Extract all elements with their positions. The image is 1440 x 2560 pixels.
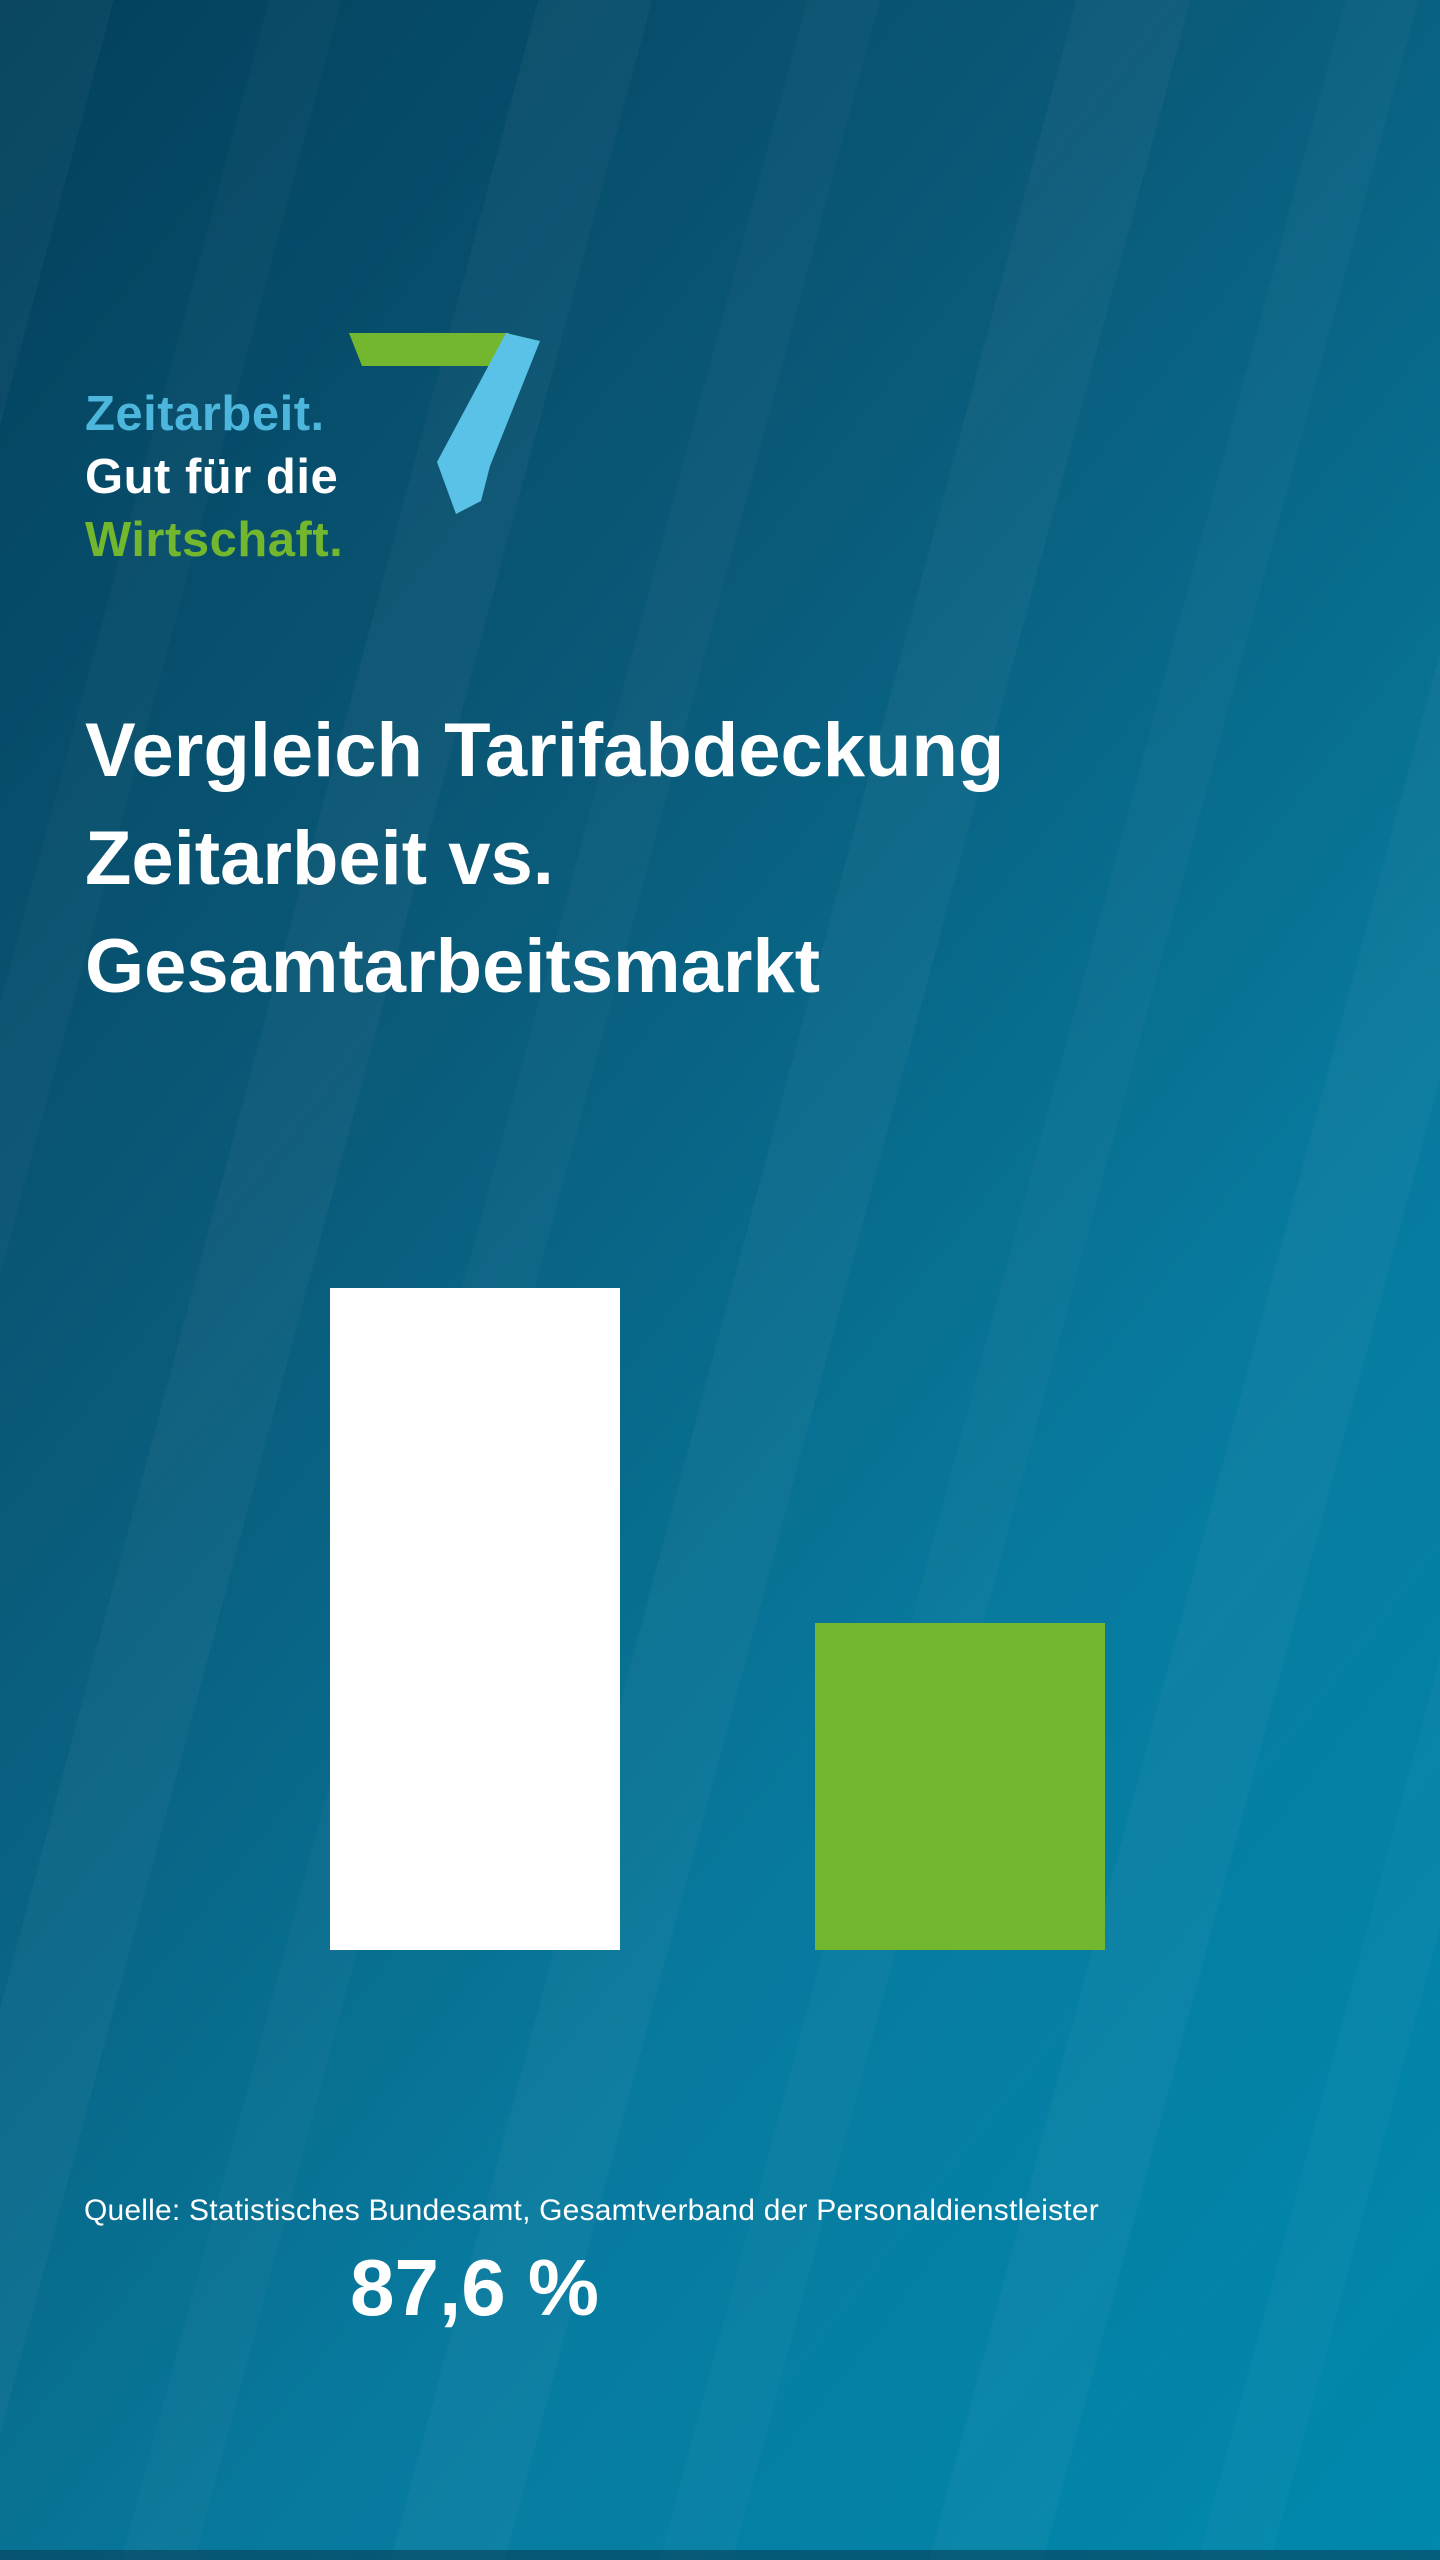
logo-line-wirtschaft: Wirtschaft. bbox=[85, 513, 344, 567]
bar-chart: 87,6 % 43,2 % Tarifabdeckung Zeitarbeit … bbox=[0, 1100, 1440, 2328]
bottom-edge-strip bbox=[0, 2550, 1440, 2560]
bar-gesamtarbeitsmarkt bbox=[815, 1623, 1105, 1950]
title-line-1: Vergleich Tarifabdeckung bbox=[85, 708, 1005, 793]
value-label-zeitarbeit: 87,6 % bbox=[350, 2243, 600, 2332]
arrow-7-icon bbox=[349, 333, 540, 514]
title-line-3: Gesamtarbeitsmarkt bbox=[85, 924, 821, 1009]
bar-zeitarbeit bbox=[330, 1288, 620, 1950]
page-title: Vergleich Tarifabdeckung Zeitarbeit vs. … bbox=[85, 697, 1345, 1021]
title-line-2: Zeitarbeit vs. bbox=[85, 816, 554, 901]
logo-wordmark: Zeitarbeit. Gut für die Wirtschaft. bbox=[85, 383, 343, 572]
logo-line-gut-fuer-die: Gut für die bbox=[85, 450, 339, 504]
logo-line-zeitarbeit: Zeitarbeit. bbox=[85, 387, 325, 441]
source-note: Quelle: Statistisches Bundesamt, Gesamtv… bbox=[84, 2194, 1099, 2227]
